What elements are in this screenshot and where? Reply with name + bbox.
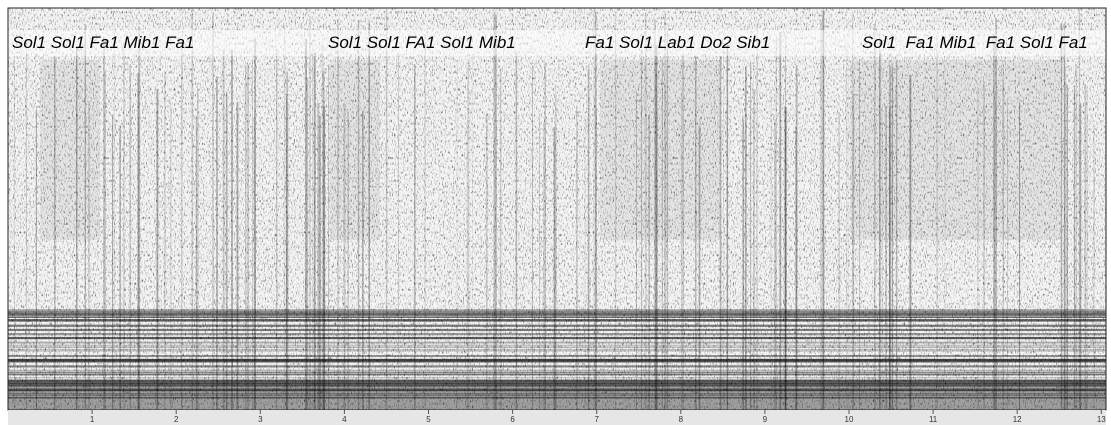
- tick-label: 2: [174, 415, 179, 424]
- tick-group: 1 2 3 4 5 6 7 8 9 10 11 12 13: [90, 410, 1106, 424]
- label-band: [8, 30, 1106, 56]
- tick-label: 6: [510, 415, 515, 424]
- note-label: Sol1 Sol1 FA1 Sol1 Mib1: [328, 33, 516, 52]
- tick-label: 3: [258, 415, 263, 424]
- tick-label: 8: [679, 415, 684, 424]
- tick-label: 10: [845, 415, 854, 424]
- tick-label: 12: [1013, 415, 1022, 424]
- spectrogram-noise: [8, 8, 1106, 410]
- note-label: Fa1 Sol1 Lab1 Do2 Sib1: [585, 33, 770, 52]
- tick-label: 1: [90, 415, 95, 424]
- note-label: Sol1 Sol1 Fa1 Mib1 Fa1: [12, 33, 194, 52]
- tick-label: 9: [763, 415, 768, 424]
- tick-label: 7: [594, 415, 599, 424]
- tick-label: 13: [1097, 415, 1106, 424]
- tick-label: 5: [426, 415, 431, 424]
- note-label: Sol1 Fa1 Mib1 Fa1 Sol1 Fa1: [862, 33, 1088, 52]
- time-axis: [8, 410, 1106, 425]
- tick-label: 11: [929, 415, 938, 424]
- tick-label: 4: [342, 415, 347, 424]
